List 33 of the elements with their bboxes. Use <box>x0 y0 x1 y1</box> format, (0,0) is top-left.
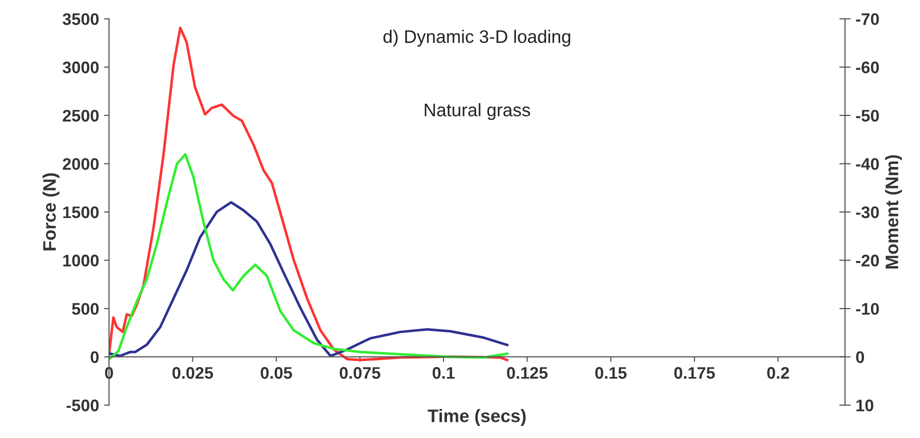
y-axis-title: Force (N) <box>42 173 60 250</box>
x-tick-label: 0.075 <box>340 367 380 379</box>
y-tick-label: 2500 <box>62 110 99 122</box>
x-tick-label: 0.125 <box>507 367 548 379</box>
y2-tick-label: -10 <box>856 302 879 315</box>
y2-tick-label: -60 <box>856 62 879 74</box>
x-tick-label: 0.05 <box>260 367 292 379</box>
y-tick-label: 500 <box>72 302 99 315</box>
x-tick-label: 0.15 <box>595 367 627 379</box>
y-tick-label: 3000 <box>62 62 99 74</box>
y2-tick-label: -40 <box>856 158 879 170</box>
y2-tick-label: 0 <box>856 351 864 364</box>
y-tick-label: 3500 <box>62 13 99 26</box>
y2-axis-title: Moment (Nm) <box>885 155 902 268</box>
line-series <box>109 201 508 358</box>
text: Natural grass <box>424 103 530 120</box>
y2-tick-label: -20 <box>856 254 879 266</box>
text: d) Dynamic 3-D loading <box>383 30 570 47</box>
line-series <box>109 153 508 360</box>
y-tick-label: 2000 <box>62 158 99 170</box>
y2-tick-label: -50 <box>856 110 879 122</box>
y-tick-label: 0 <box>90 351 99 364</box>
x-axis-title: Time (secs) <box>428 409 526 426</box>
y2-tick-label: -70 <box>856 13 879 26</box>
y-tick-label: 1000 <box>63 254 99 266</box>
y-tick-label: -500 <box>66 400 99 412</box>
y-tick-label: 1500 <box>63 206 99 218</box>
x-tick-label: 0.025 <box>172 367 214 379</box>
y2-tick-label: -30 <box>856 206 879 218</box>
x-tick-label: 0.175 <box>674 367 715 379</box>
x-tick-label: 0.2 <box>767 367 790 379</box>
y2-tick-label: 10 <box>856 400 874 412</box>
x-tick-label: 0.1 <box>432 367 455 379</box>
